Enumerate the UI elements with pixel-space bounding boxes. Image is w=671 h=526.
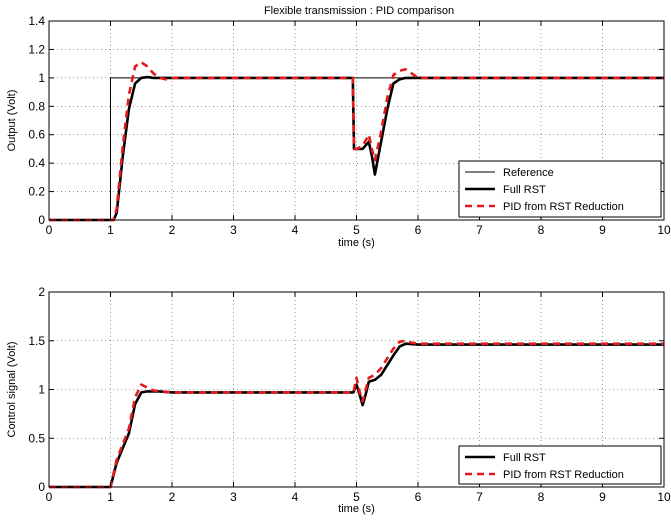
y-tick-label: 0.4: [28, 156, 45, 170]
y-axis-label: Output (Volt): [6, 90, 18, 152]
chart-title: Flexible transmission : PID comparison: [264, 5, 454, 17]
legend-label: Reference: [503, 167, 554, 179]
legend-label: Full RST: [503, 452, 546, 464]
y-tick-label: 0.6: [28, 128, 45, 142]
x-tick-label: 9: [599, 490, 606, 504]
legend-box: [458, 445, 662, 485]
x-tick-label: 5: [353, 490, 360, 504]
y-tick-label: 2: [38, 285, 45, 299]
x-tick-label: 0: [46, 490, 53, 504]
y-tick-label: 1: [38, 383, 45, 397]
y-tick-label: 1.5: [28, 334, 45, 348]
legend-label: Full RST: [503, 184, 546, 196]
x-tick-label: 7: [476, 223, 483, 237]
x-axis-label: time (s): [338, 237, 375, 249]
x-tick-label: 6: [415, 223, 422, 237]
x-tick-label: 6: [415, 490, 422, 504]
x-tick-label: 8: [538, 490, 545, 504]
x-tick-label: 3: [230, 223, 237, 237]
y-tick-label: 0.5: [28, 431, 45, 445]
x-tick-label: 10: [657, 223, 671, 237]
x-tick-label: 4: [292, 223, 299, 237]
x-axis-label: time (s): [338, 503, 375, 515]
legend: Reference Full RST PID from RST Reduction: [458, 160, 662, 218]
legend-label: PID from RST Reduction: [503, 469, 624, 481]
y-tick-label: 1.4: [28, 14, 45, 28]
output-plot: 0 1 2 3 4 5 6 7 8 9 10 0 0.2 0.4 0.6 0.8 1 1.2 1.4 time (s)…: [6, 14, 671, 249]
x-tick-label: 1: [107, 223, 114, 237]
x-tick-label: 0: [46, 223, 53, 237]
legend: Full RST PID from RST Reduction: [458, 445, 662, 485]
x-tick-label: 9: [599, 223, 606, 237]
y-tick-label: 1: [38, 71, 45, 85]
x-tick-label: 7: [476, 490, 483, 504]
x-tick-label: 2: [169, 490, 176, 504]
y-tick-label: 0.2: [28, 185, 45, 199]
y-tick-label: 0.8: [28, 99, 45, 113]
legend-label: PID from RST Reduction: [503, 201, 624, 213]
y-axis-label: Control signal (Volt): [6, 342, 18, 438]
series-line-pid-from-rst-reduction: [49, 339, 664, 489]
x-tick-label: 3: [230, 490, 237, 504]
x-tick-label: 1: [107, 490, 114, 504]
x-tick-label: 10: [657, 490, 671, 504]
y-tick-label: 1.2: [28, 42, 45, 56]
x-tick-label: 8: [538, 223, 545, 237]
x-tick-label: 5: [353, 223, 360, 237]
series-line-pid-from-rst-reduction: [49, 60, 664, 222]
control-signal-plot: 0 1 2 3 4 5 6 7 8 9 10 0 0.5 1 1.5 2 time (s) Control sig…: [6, 285, 671, 515]
y-tick-label: 0: [38, 213, 45, 227]
x-tick-label: 2: [169, 223, 176, 237]
x-tick-label: 4: [292, 490, 299, 504]
y-tick-label: 0: [38, 480, 45, 494]
